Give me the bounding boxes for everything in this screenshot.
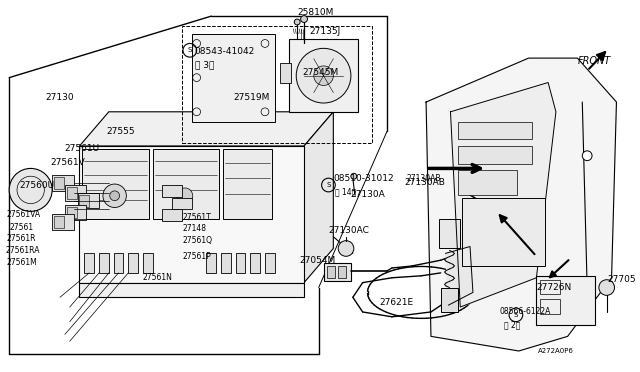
Text: 27561U: 27561U bbox=[65, 144, 100, 153]
Circle shape bbox=[103, 184, 126, 208]
Text: 08566-6122A: 08566-6122A bbox=[499, 307, 550, 317]
Text: FRONT: FRONT bbox=[577, 56, 611, 66]
Bar bbox=[324, 263, 351, 281]
Polygon shape bbox=[426, 58, 616, 351]
Text: S: S bbox=[188, 47, 192, 53]
Circle shape bbox=[301, 16, 307, 22]
Text: 25810M: 25810M bbox=[297, 8, 333, 17]
Text: 27705: 27705 bbox=[607, 275, 636, 284]
Bar bbox=[338, 266, 346, 278]
Text: 27561T: 27561T bbox=[182, 213, 211, 222]
Polygon shape bbox=[79, 112, 333, 146]
Text: 27561: 27561 bbox=[9, 222, 33, 231]
Text: 27561RA: 27561RA bbox=[5, 246, 40, 255]
Text: 27726N: 27726N bbox=[536, 283, 572, 292]
Bar bbox=[65, 185, 86, 201]
Text: 27555: 27555 bbox=[107, 127, 136, 136]
Bar bbox=[207, 253, 216, 273]
Bar bbox=[280, 63, 291, 83]
Circle shape bbox=[9, 169, 52, 211]
Bar bbox=[540, 299, 560, 314]
Bar bbox=[79, 195, 89, 206]
Bar bbox=[163, 185, 182, 197]
Circle shape bbox=[296, 48, 351, 103]
Text: S: S bbox=[326, 182, 331, 188]
Text: 27148: 27148 bbox=[182, 224, 206, 234]
Text: 27130AC: 27130AC bbox=[328, 227, 369, 235]
Text: 27130AB: 27130AB bbox=[406, 174, 441, 183]
Circle shape bbox=[351, 173, 356, 179]
Bar bbox=[192, 34, 275, 122]
Text: 27545M: 27545M bbox=[302, 68, 339, 77]
Text: S: S bbox=[514, 312, 518, 318]
Polygon shape bbox=[304, 112, 333, 283]
Bar bbox=[153, 149, 219, 219]
Text: 〈 2〉: 〈 2〉 bbox=[504, 320, 520, 329]
Bar bbox=[458, 122, 531, 139]
Bar bbox=[67, 187, 77, 199]
Bar bbox=[236, 253, 246, 273]
Bar bbox=[83, 149, 149, 219]
Text: A272A0P6: A272A0P6 bbox=[538, 348, 574, 354]
Bar bbox=[441, 288, 458, 312]
Text: 27130A: 27130A bbox=[350, 190, 385, 199]
Text: 27621E: 27621E bbox=[380, 298, 413, 307]
Circle shape bbox=[599, 280, 614, 295]
Bar bbox=[462, 198, 545, 266]
Bar bbox=[84, 253, 94, 273]
Bar bbox=[221, 253, 231, 273]
Bar bbox=[163, 209, 182, 221]
Bar bbox=[52, 175, 74, 191]
Bar bbox=[65, 205, 86, 220]
Text: 08543-41042: 08543-41042 bbox=[195, 47, 255, 56]
Bar bbox=[67, 206, 77, 218]
Bar bbox=[54, 177, 64, 189]
Bar bbox=[54, 216, 64, 228]
Bar bbox=[439, 219, 460, 248]
Bar bbox=[250, 253, 260, 273]
Text: 27561Q: 27561Q bbox=[182, 236, 212, 245]
Bar bbox=[289, 39, 358, 112]
Text: 27561M: 27561M bbox=[6, 258, 37, 267]
Bar bbox=[458, 170, 517, 195]
Text: 27560U: 27560U bbox=[19, 180, 54, 189]
Text: 27561P: 27561P bbox=[182, 252, 211, 261]
Bar bbox=[265, 253, 275, 273]
Bar bbox=[128, 253, 138, 273]
Circle shape bbox=[109, 191, 120, 201]
Circle shape bbox=[294, 19, 300, 25]
Circle shape bbox=[338, 241, 354, 256]
Text: 27561R: 27561R bbox=[6, 234, 36, 243]
Bar bbox=[536, 276, 595, 325]
Bar bbox=[79, 283, 304, 297]
Text: 〈 3〉: 〈 3〉 bbox=[195, 60, 214, 70]
Bar bbox=[223, 149, 272, 219]
Bar bbox=[172, 198, 192, 209]
Text: 27130: 27130 bbox=[45, 93, 74, 102]
Bar bbox=[99, 253, 109, 273]
Bar bbox=[458, 146, 531, 164]
Text: 27130AB: 27130AB bbox=[404, 177, 445, 187]
Text: 〈 14〉: 〈 14〉 bbox=[335, 187, 356, 196]
Text: 08510-31012: 08510-31012 bbox=[333, 174, 394, 183]
Circle shape bbox=[177, 188, 193, 203]
Text: 27561VA: 27561VA bbox=[6, 210, 40, 219]
Bar bbox=[77, 193, 99, 208]
Text: 27519M: 27519M bbox=[234, 93, 270, 102]
Bar bbox=[540, 280, 560, 294]
Text: 27561N: 27561N bbox=[143, 273, 173, 282]
Polygon shape bbox=[451, 83, 556, 307]
Text: 27054M: 27054M bbox=[299, 256, 335, 265]
Circle shape bbox=[314, 66, 333, 86]
Bar bbox=[143, 253, 153, 273]
Bar bbox=[182, 26, 372, 143]
Circle shape bbox=[582, 151, 592, 161]
Bar bbox=[328, 266, 335, 278]
Bar bbox=[52, 214, 74, 230]
Bar bbox=[114, 253, 124, 273]
Polygon shape bbox=[445, 247, 473, 305]
Text: 27561V: 27561V bbox=[50, 158, 85, 167]
Bar bbox=[79, 146, 304, 283]
Text: 27135J: 27135J bbox=[309, 27, 340, 36]
